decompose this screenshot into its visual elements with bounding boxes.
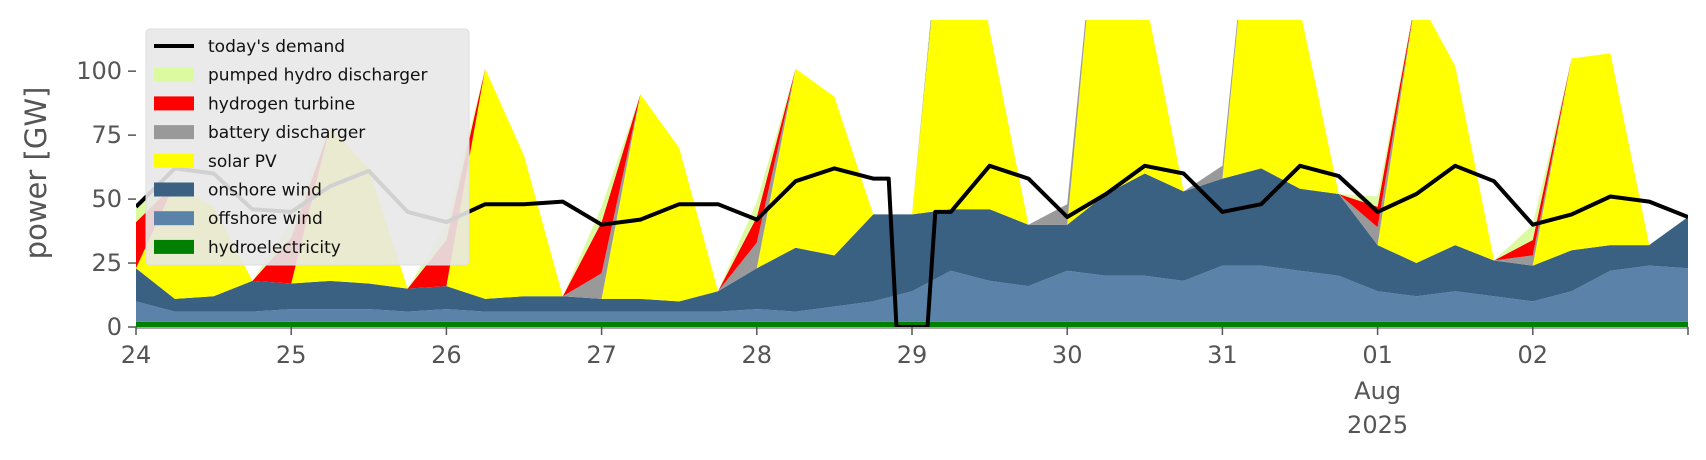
x-tick-label: 26 (431, 341, 462, 369)
legend-swatch-onshore-wind (154, 182, 194, 197)
y-tick-label: 75 (91, 121, 122, 149)
area-hydrogen-turbine (136, 20, 1688, 297)
y-tick-label: 0 (107, 313, 122, 341)
legend-label-battery-discharger: battery discharger (208, 123, 365, 143)
x-tick-label: 01 (1362, 341, 1393, 369)
x-tick-label: 02 (1518, 341, 1549, 369)
x-tick-label: 31 (1207, 341, 1238, 369)
legend-swatch-solar-pv (154, 153, 194, 168)
x-tick-label: 28 (742, 341, 773, 369)
legend-box (145, 28, 470, 266)
x-tick-label: 27 (586, 341, 617, 369)
x-tick-label: 24 (121, 341, 152, 369)
legend-label-pumped-hydro-discharger: pumped hydro discharger (208, 66, 427, 86)
x-tick-label: 29 (897, 341, 928, 369)
y-tick-label: 25 (91, 249, 122, 277)
area-offshore-wind (136, 265, 1688, 322)
legend-label-solar-pv: solar PV (208, 152, 277, 172)
stacked-areas (136, 20, 1688, 327)
x-tick-label: 30 (1052, 341, 1083, 369)
area-solar-pv (136, 20, 1688, 302)
axes: 0 25 50 75 100 24 25 26 27 28 29 30 31 01 02 Aug 2025 (76, 57, 1689, 439)
y-axis-label: power [GW] (19, 87, 53, 260)
legend-swatch-hydrogen-turbine (154, 96, 194, 111)
legend-label-today-s-demand: today's demand (208, 37, 345, 57)
legend-label-hydroelectricity: hydroelectricity (208, 238, 341, 258)
legend-label-hydrogen-turbine: hydrogen turbine (208, 94, 355, 114)
legend: today's demand pumped hydro discharger hyd… (145, 28, 470, 266)
legend-swatch-offshore-wind (154, 211, 194, 226)
legend-swatch-pumped-hydro-discharger (154, 67, 194, 82)
area-onshore-wind (136, 168, 1688, 312)
x-month-label: Aug (1354, 377, 1401, 405)
legend-swatch-hydroelectricity (154, 239, 194, 254)
legend-label-onshore-wind: onshore wind (208, 181, 322, 201)
x-year-label: 2025 (1347, 411, 1408, 439)
area-hydroelectricity (136, 321, 1688, 327)
legend-label-offshore-wind: offshore wind (208, 209, 323, 229)
y-tick-label: 100 (76, 57, 122, 85)
y-tick-label: 50 (91, 185, 122, 213)
legend-swatch-battery-discharger (154, 125, 194, 140)
x-tick-label: 25 (276, 341, 307, 369)
